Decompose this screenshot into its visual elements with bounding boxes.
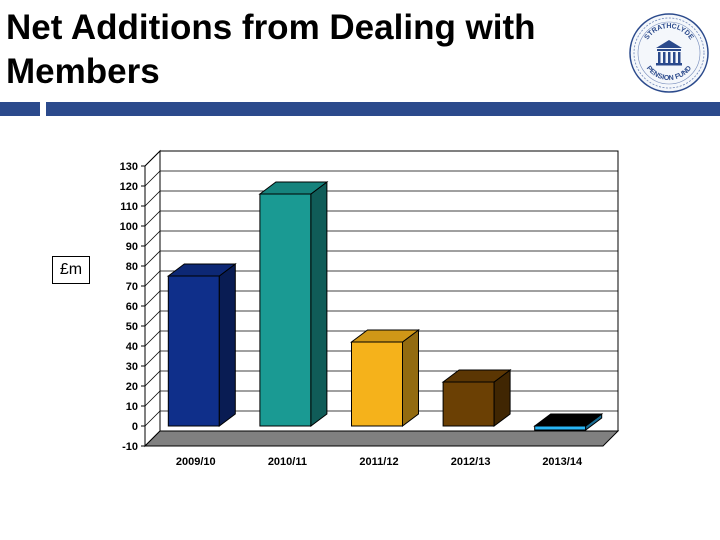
strathclyde-pension-fund-logo: STRATHCLYDE PENSION FUND [629,13,709,93]
gridline-side [144,270,161,287]
y-tick-label: 40 [126,341,138,353]
gridline-side [144,410,161,427]
gridline-side [144,150,161,167]
bar-top [533,413,604,427]
gridline-side [144,170,161,187]
x-tick-label: 2013/14 [542,456,583,468]
gridline-side [144,190,161,207]
y-tick-label: 90 [126,241,138,253]
y-tick-label: 120 [120,181,138,193]
bar-side [218,263,236,427]
y-tick-label: 70 [126,281,138,293]
y-tick-label: 30 [126,361,138,373]
y-tick-label: 110 [120,201,138,213]
gridline-side [144,230,161,247]
bar-side [310,181,328,427]
bar-2009/10 [167,275,220,427]
y-tick-label: 20 [126,381,138,393]
accent-bar-main [46,102,720,116]
bar-top [350,329,420,343]
y-tick-label: -10 [122,441,138,453]
gridline-side [144,210,161,227]
gridline-side [144,290,161,307]
slide-title: Net Additions from Dealing with Members [6,8,536,91]
gridline-side [144,390,161,407]
y-tick-label: 10 [126,401,138,413]
gridline-side [144,370,161,387]
y-tick-label: 0 [132,421,138,433]
building-icon [656,40,682,66]
x-tick-label: 2010/11 [268,456,307,468]
bar-2010/11 [259,193,312,427]
x-tick-label: 2009/10 [176,456,216,468]
bar-top [258,181,329,195]
x-tick-label: 2012/13 [451,456,491,468]
bar-side [402,329,419,427]
bar-2013/14 [534,425,587,431]
gridline-side [144,310,161,327]
bar-2012/13 [442,381,495,427]
x-tick-label: 2011/12 [359,456,398,468]
gridline-side [144,250,161,267]
y-tick-label: 60 [126,301,138,313]
bar-2011/12 [351,341,403,427]
y-tick-label: 100 [120,221,138,233]
y-tick-label: 130 [120,161,138,173]
gridline-side [144,330,161,347]
gridline-side [144,350,161,367]
y-tick-label: 50 [126,321,138,333]
unit-label: £m [52,256,90,284]
bar-top [441,369,512,383]
bar-chart: 1301201101009080706050403020100-102009/1… [120,149,620,468]
accent-bar-left [0,102,40,116]
y-tick-label: 80 [126,261,138,273]
bar-top [166,263,237,277]
chart-floor [143,430,620,447]
